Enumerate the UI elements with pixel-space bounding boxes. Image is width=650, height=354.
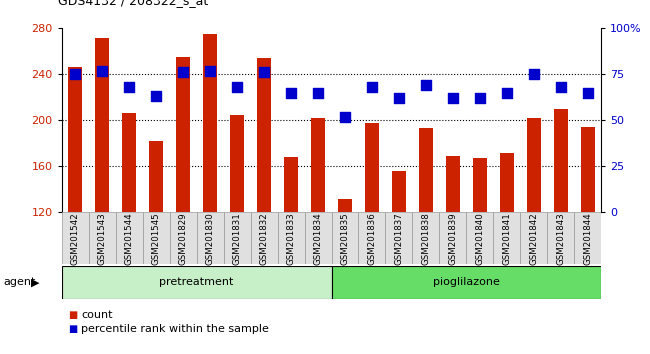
Point	[286, 90, 296, 96]
Bar	[581, 127, 595, 212]
Point	[178, 70, 188, 75]
Text: GSM201833: GSM201833	[287, 213, 296, 266]
Text: GSM201840: GSM201840	[475, 213, 484, 266]
Point	[421, 82, 431, 88]
FancyBboxPatch shape	[547, 212, 575, 264]
Text: GSM201841: GSM201841	[502, 213, 512, 266]
FancyBboxPatch shape	[467, 212, 493, 264]
Point	[474, 96, 485, 101]
FancyBboxPatch shape	[521, 212, 547, 264]
Text: ■: ■	[68, 324, 77, 334]
Bar	[203, 34, 217, 212]
Point	[367, 84, 377, 90]
FancyBboxPatch shape	[493, 212, 521, 264]
Bar	[446, 156, 460, 212]
FancyBboxPatch shape	[332, 212, 359, 264]
Bar	[96, 38, 109, 212]
Text: GSM201835: GSM201835	[341, 213, 350, 266]
Text: GSM201831: GSM201831	[233, 213, 242, 266]
Point	[232, 84, 242, 90]
Bar	[257, 58, 271, 212]
Text: pretreatment: pretreatment	[159, 277, 234, 287]
Text: GSM201838: GSM201838	[421, 213, 430, 266]
Bar	[527, 118, 541, 212]
Text: GSM201542: GSM201542	[71, 213, 80, 266]
Bar	[365, 123, 379, 212]
FancyBboxPatch shape	[251, 212, 278, 264]
Bar	[419, 129, 433, 212]
Bar	[554, 109, 567, 212]
FancyBboxPatch shape	[304, 212, 332, 264]
FancyBboxPatch shape	[224, 212, 251, 264]
Bar	[473, 158, 487, 212]
Point	[97, 68, 107, 74]
Bar	[311, 118, 325, 212]
Text: GSM201543: GSM201543	[98, 213, 107, 266]
Point	[502, 90, 512, 96]
Text: GSM201839: GSM201839	[448, 213, 458, 266]
Text: GSM201545: GSM201545	[151, 213, 161, 266]
Point	[313, 90, 323, 96]
Bar	[150, 141, 163, 212]
Text: GSM201830: GSM201830	[205, 213, 214, 266]
Text: GSM201844: GSM201844	[583, 213, 592, 266]
Text: GSM201544: GSM201544	[125, 213, 134, 266]
Text: GDS4132 / 208322_s_at: GDS4132 / 208322_s_at	[58, 0, 209, 7]
Text: GSM201829: GSM201829	[179, 213, 188, 266]
Text: count: count	[81, 310, 112, 320]
Text: GSM201832: GSM201832	[259, 213, 268, 266]
Point	[124, 84, 135, 90]
Point	[394, 96, 404, 101]
Text: pioglilazone: pioglilazone	[433, 277, 500, 287]
Point	[205, 68, 215, 74]
Point	[151, 93, 161, 99]
FancyBboxPatch shape	[575, 212, 601, 264]
Bar	[500, 153, 514, 212]
Point	[556, 84, 566, 90]
Bar	[122, 114, 136, 212]
FancyBboxPatch shape	[143, 212, 170, 264]
Bar	[338, 199, 352, 212]
FancyBboxPatch shape	[62, 212, 88, 264]
FancyBboxPatch shape	[88, 212, 116, 264]
Text: GSM201834: GSM201834	[313, 213, 322, 266]
FancyBboxPatch shape	[116, 212, 143, 264]
FancyBboxPatch shape	[385, 212, 413, 264]
Point	[259, 70, 269, 75]
FancyBboxPatch shape	[196, 212, 224, 264]
Point	[582, 90, 593, 96]
FancyBboxPatch shape	[359, 212, 385, 264]
FancyBboxPatch shape	[62, 266, 332, 299]
Text: percentile rank within the sample: percentile rank within the sample	[81, 324, 269, 334]
Bar	[230, 115, 244, 212]
Point	[528, 72, 539, 77]
Bar	[176, 57, 190, 212]
Text: ■: ■	[68, 310, 77, 320]
Bar	[68, 67, 82, 212]
Text: GSM201836: GSM201836	[367, 213, 376, 266]
FancyBboxPatch shape	[413, 212, 439, 264]
Bar	[392, 171, 406, 212]
Point	[448, 96, 458, 101]
Text: ▶: ▶	[31, 277, 40, 287]
FancyBboxPatch shape	[170, 212, 196, 264]
Bar	[284, 157, 298, 212]
Point	[340, 114, 350, 120]
Text: agent: agent	[3, 277, 36, 287]
FancyBboxPatch shape	[332, 266, 601, 299]
FancyBboxPatch shape	[278, 212, 304, 264]
FancyBboxPatch shape	[439, 212, 467, 264]
Text: GSM201837: GSM201837	[395, 213, 404, 266]
Text: GSM201843: GSM201843	[556, 213, 566, 266]
Text: GSM201842: GSM201842	[529, 213, 538, 266]
Point	[70, 72, 81, 77]
